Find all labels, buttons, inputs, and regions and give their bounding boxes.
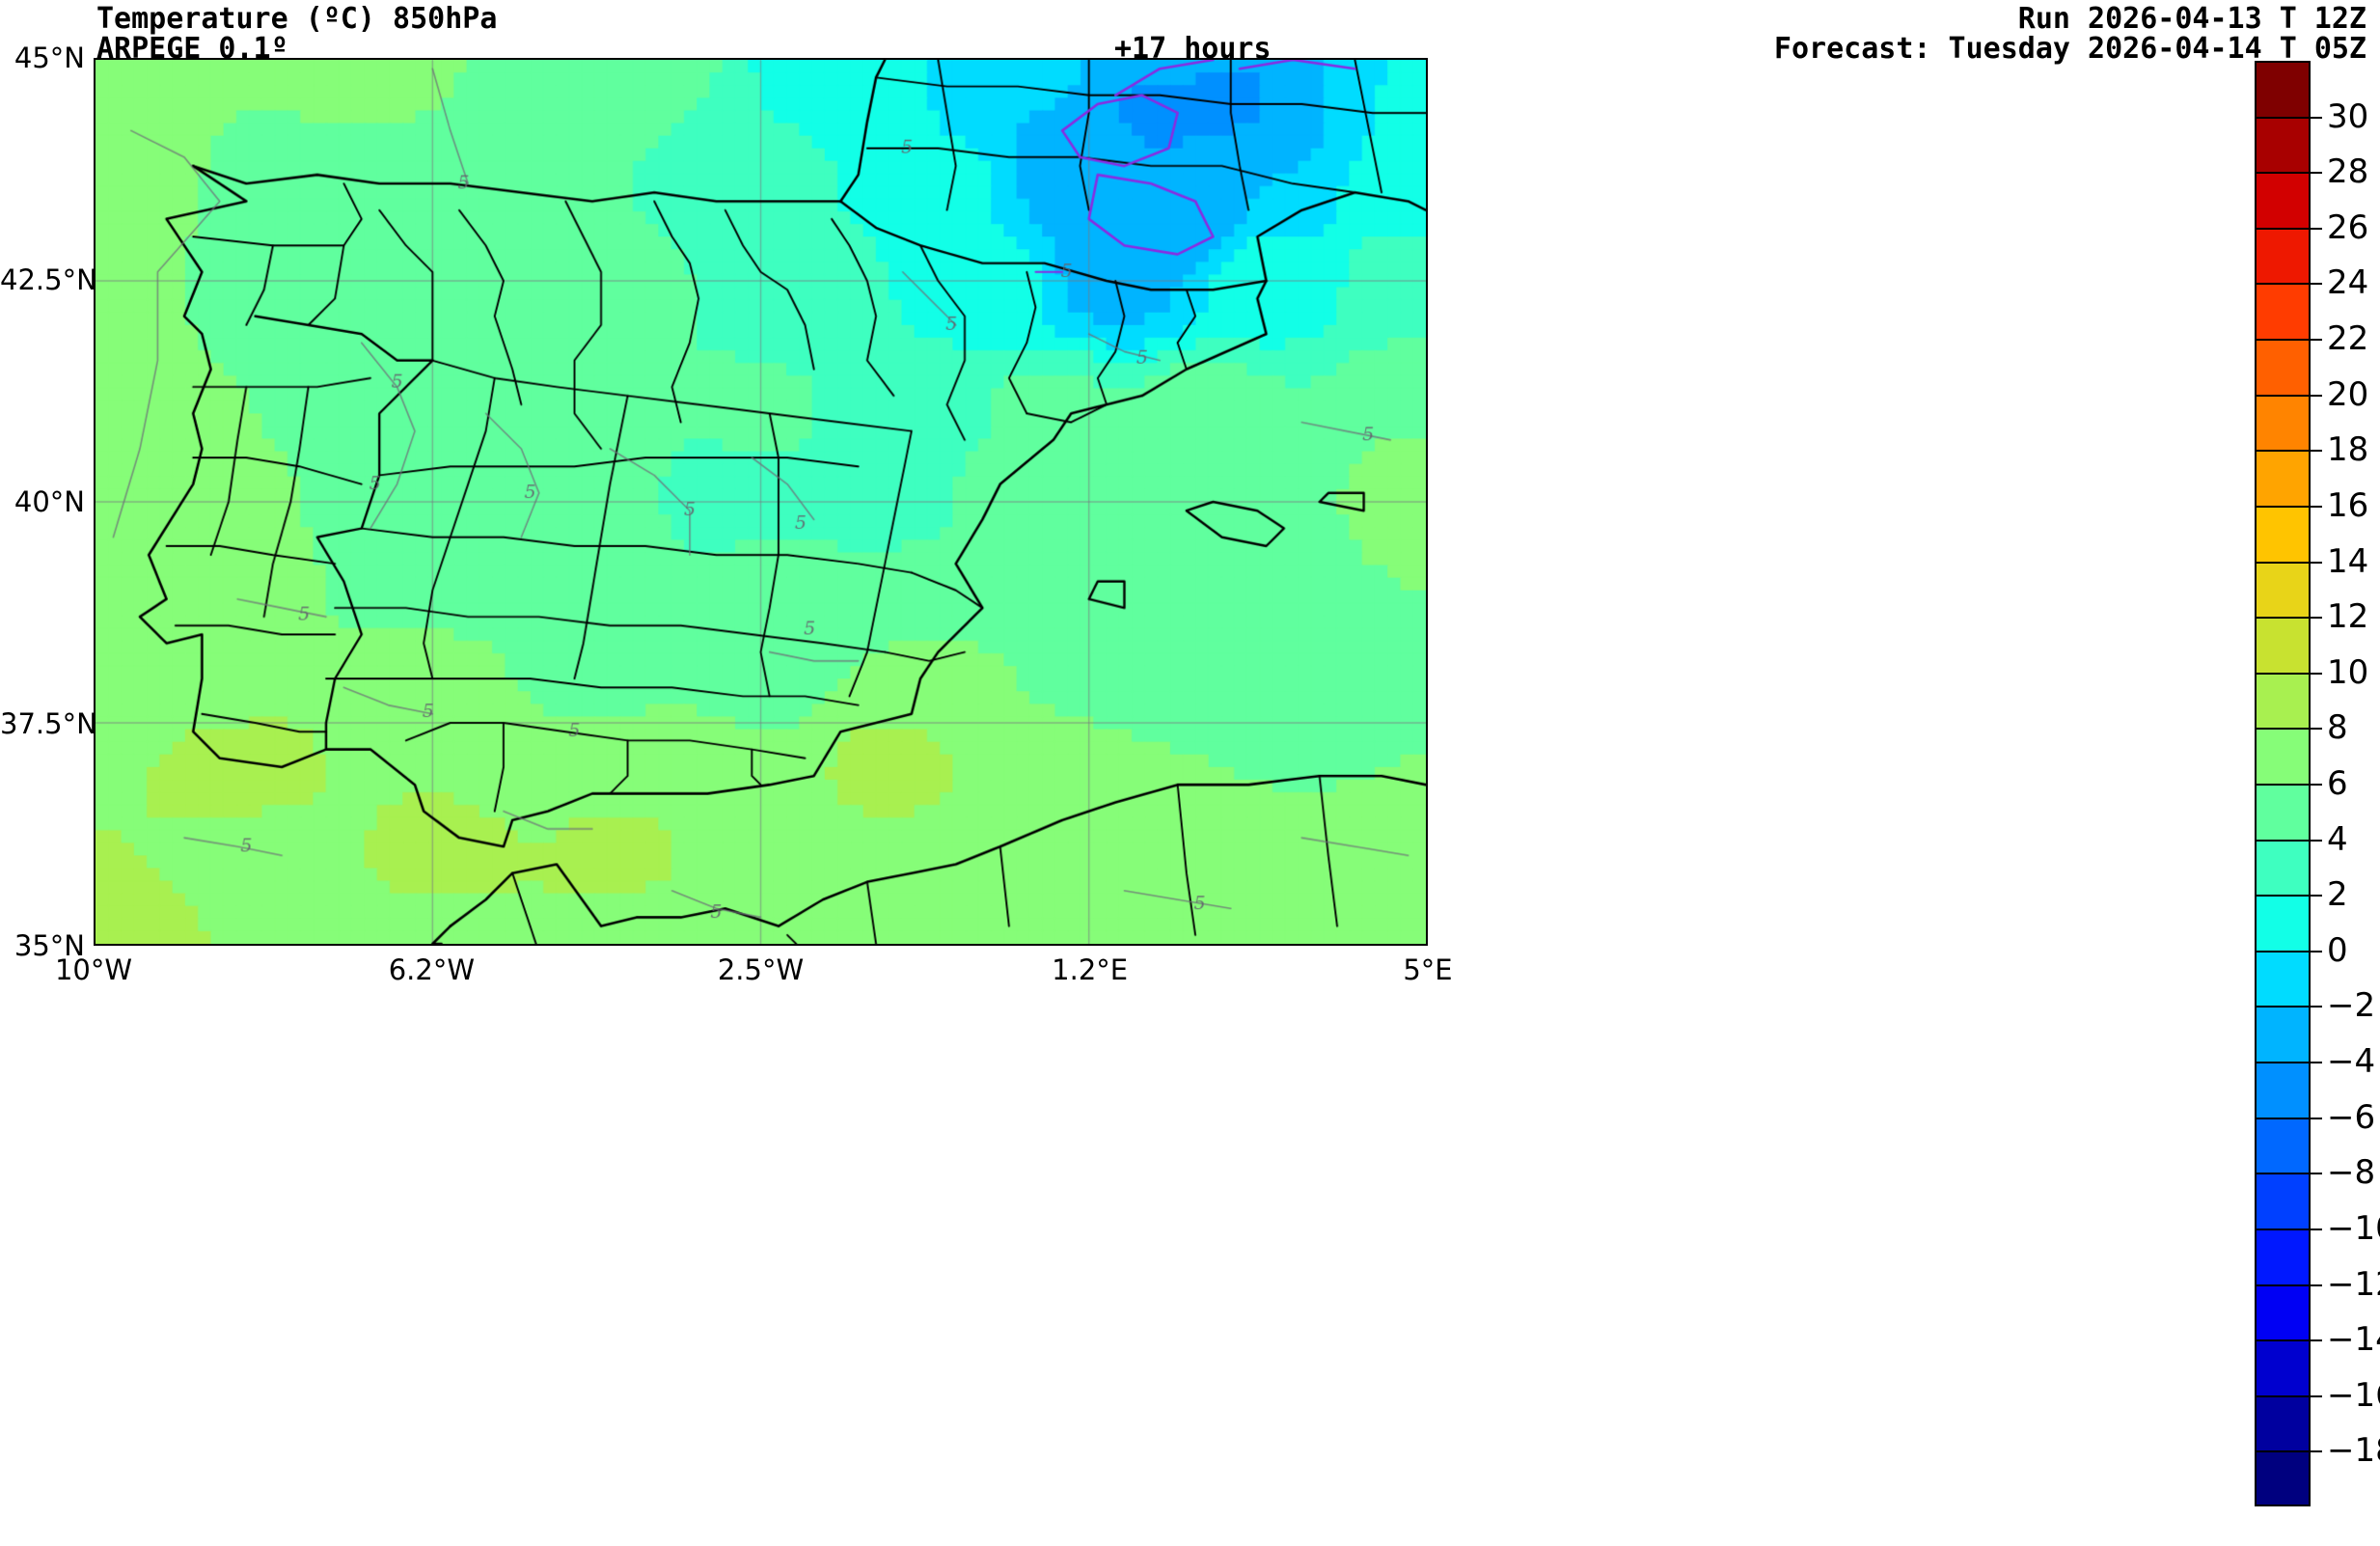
colorbar-tick-label: 10: [2327, 652, 2369, 692]
colorbar-tick-label: −16: [2327, 1375, 2380, 1415]
colorbar-segment: [2257, 1396, 2309, 1453]
colorbar-tick: [2255, 672, 2322, 675]
colorbar-tick: [2255, 394, 2322, 397]
colorbar-tick: [2255, 1173, 2322, 1175]
colorbar-tick: [2255, 1228, 2322, 1230]
colorbar-segment: [2257, 1452, 2309, 1505]
x-axis-tick-label: 5°E: [1403, 953, 1453, 986]
colorbar-tick-label: 16: [2327, 485, 2369, 525]
colorbar-segment: [2257, 174, 2309, 230]
forecast-valid-label: Forecast: Tuesday 2026-04-14 T 05Z: [1773, 32, 2366, 66]
colorbar-tick: [2255, 505, 2322, 508]
colorbar-tick: [2255, 728, 2322, 731]
colorbar-tick: [2255, 839, 2322, 842]
y-axis-tick-label: 37.5°N: [0, 707, 97, 740]
colorbar-tick-label: −12: [2327, 1264, 2380, 1304]
colorbar-tick: [2255, 950, 2322, 952]
colorbar-tick-label: −2: [2327, 986, 2376, 1026]
x-axis-tick-label: 6.2°W: [388, 953, 476, 986]
colorbar-segment: [2257, 897, 2309, 952]
colorbar-tick-label: −18: [2327, 1431, 2380, 1471]
colorbar-tick-label: 12: [2327, 597, 2369, 637]
colorbar-tick: [2255, 617, 2322, 620]
colorbar-segment: [2257, 563, 2309, 620]
colorbar-tick-label: −8: [2327, 1153, 2376, 1193]
colorbar-segment: [2257, 1118, 2309, 1175]
colorbar-tick-label: 28: [2327, 152, 2369, 192]
colorbar-tick: [2255, 116, 2322, 119]
temperature-field-canvas: [96, 60, 1426, 944]
colorbar-segment: [2257, 730, 2309, 786]
colorbar-tick: [2255, 283, 2322, 286]
y-axis-tick-label: 42.5°N: [0, 263, 97, 296]
colorbar-segment: [2257, 674, 2309, 731]
colorbar-segment: [2257, 285, 2309, 342]
colorbar-segment: [2257, 118, 2309, 175]
colorbar-segment: [2257, 841, 2309, 897]
colorbar-segment: [2257, 63, 2309, 119]
colorbar-tick-label: 26: [2327, 207, 2369, 247]
colorbar-tick: [2255, 1450, 2322, 1453]
colorbar-tick: [2255, 1062, 2322, 1064]
colorbar-tick: [2255, 561, 2322, 564]
colorbar-segment: [2257, 1063, 2309, 1119]
colorbar-segment: [2257, 1285, 2309, 1342]
colorbar-segment: [2257, 619, 2309, 675]
y-axis-tick-label: 45°N: [14, 41, 85, 74]
colorbar-tick: [2255, 339, 2322, 342]
colorbar-tick: [2255, 1394, 2322, 1397]
run-time-label: Run 2026-04-13 T 12Z: [2017, 2, 2366, 36]
colorbar-tick: [2255, 895, 2322, 897]
colorbar-tick: [2255, 1284, 2322, 1286]
colorbar-tick-label: 14: [2327, 541, 2369, 581]
colorbar-tick-label: −10: [2327, 1208, 2380, 1248]
colorbar-segment: [2257, 396, 2309, 453]
x-axis-tick-label: 2.5°W: [717, 953, 805, 986]
y-axis-tick-label: 40°N: [14, 485, 85, 518]
colorbar-segment: [2257, 229, 2309, 286]
colorbar-tick-label: 30: [2327, 97, 2369, 136]
colorbar-tick-label: −4: [2327, 1042, 2376, 1082]
colorbar-tick-label: 8: [2327, 708, 2348, 748]
colorbar-segment: [2257, 452, 2309, 508]
colorbar-tick-label: 20: [2327, 374, 2369, 414]
colorbar-segment: [2257, 341, 2309, 397]
colorbar-tick: [2255, 1006, 2322, 1008]
x-axis-tick-label: 1.2°E: [1052, 953, 1129, 986]
colorbar-tick-label: 6: [2327, 764, 2348, 803]
colorbar-segment: [2257, 1008, 2309, 1063]
colorbar-segment: [2257, 785, 2309, 842]
colorbar-segment: [2257, 1229, 2309, 1286]
temperature-map[interactable]: [94, 58, 1428, 946]
x-axis-tick-label: 10°W: [54, 953, 133, 986]
colorbar-segment: [2257, 952, 2309, 1008]
colorbar-tick-label: 2: [2327, 875, 2348, 915]
chart-title: Temperature (ºC) 850hPa: [96, 2, 498, 36]
colorbar-tick: [2255, 172, 2322, 175]
colorbar-tick-label: 22: [2327, 319, 2369, 359]
colorbar-tick: [2255, 450, 2322, 453]
colorbar-tick-label: 18: [2327, 430, 2369, 470]
colorbar-tick-label: 24: [2327, 263, 2369, 303]
colorbar-segment: [2257, 507, 2309, 564]
colorbar-tick: [2255, 784, 2322, 786]
colorbar-tick-label: 4: [2327, 819, 2348, 859]
colorbar-tick: [2255, 1339, 2322, 1342]
colorbar-tick: [2255, 227, 2322, 230]
colorbar-segment: [2257, 1174, 2309, 1230]
colorbar-segment: [2257, 1341, 2309, 1397]
colorbar-tick: [2255, 1117, 2322, 1119]
y-axis-tick-label: 35°N: [14, 929, 85, 962]
colorbar-tick-label: −14: [2327, 1320, 2380, 1360]
colorbar-tick-label: −6: [2327, 1097, 2376, 1137]
colorbar-tick-label: 0: [2327, 930, 2348, 970]
